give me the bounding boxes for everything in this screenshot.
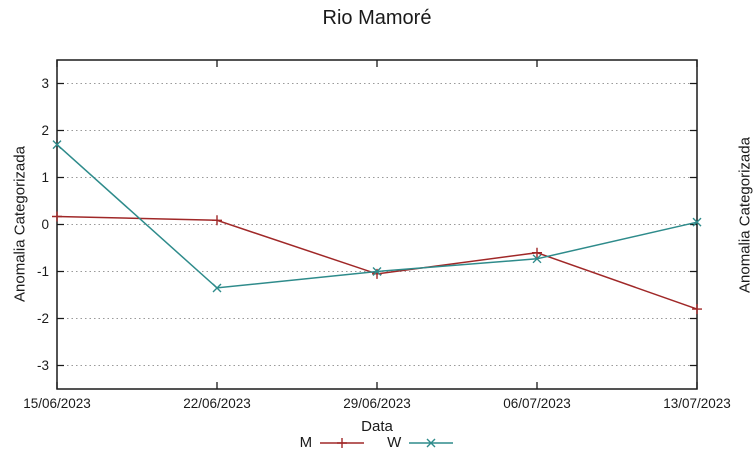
legend: M W — [57, 434, 697, 451]
series-line-W — [56, 144, 698, 289]
legend-item-w: W — [387, 434, 454, 451]
y-tick-label: 3 — [41, 76, 49, 91]
y-tick-label: 1 — [41, 170, 49, 185]
legend-sample-marker — [337, 437, 348, 448]
y-tick-label: -3 — [37, 358, 49, 373]
x-tick-label: 29/06/2023 — [343, 396, 411, 411]
series-markers-W — [52, 140, 702, 293]
legend-label-m: M — [299, 434, 313, 451]
adjacent-chart-y-axis-label: Anomalia Categorizada — [736, 137, 753, 293]
legend-sample-line-w — [409, 438, 454, 447]
x-tick-label: 15/06/2023 — [23, 396, 91, 411]
legend-sample-marker — [426, 438, 436, 447]
x-tick-label: 13/07/2023 — [663, 396, 731, 411]
y-tick-label: 2 — [41, 123, 49, 138]
legend-item-m: M — [300, 434, 366, 451]
series-markers-M — [52, 211, 702, 315]
plot-border — [56, 59, 698, 390]
y-tick-label: -1 — [37, 264, 49, 279]
y-tick-label: 0 — [41, 217, 49, 232]
x-tick-label: 06/07/2023 — [503, 396, 571, 411]
legend-label-w: W — [387, 434, 402, 451]
chart-title: Rio Mamoré — [322, 7, 432, 29]
x-tick-label: 22/06/2023 — [183, 396, 251, 411]
y-tick-label: -2 — [37, 311, 49, 326]
legend-sample-line-m — [320, 437, 365, 448]
x-axis-label: Data — [361, 418, 393, 435]
